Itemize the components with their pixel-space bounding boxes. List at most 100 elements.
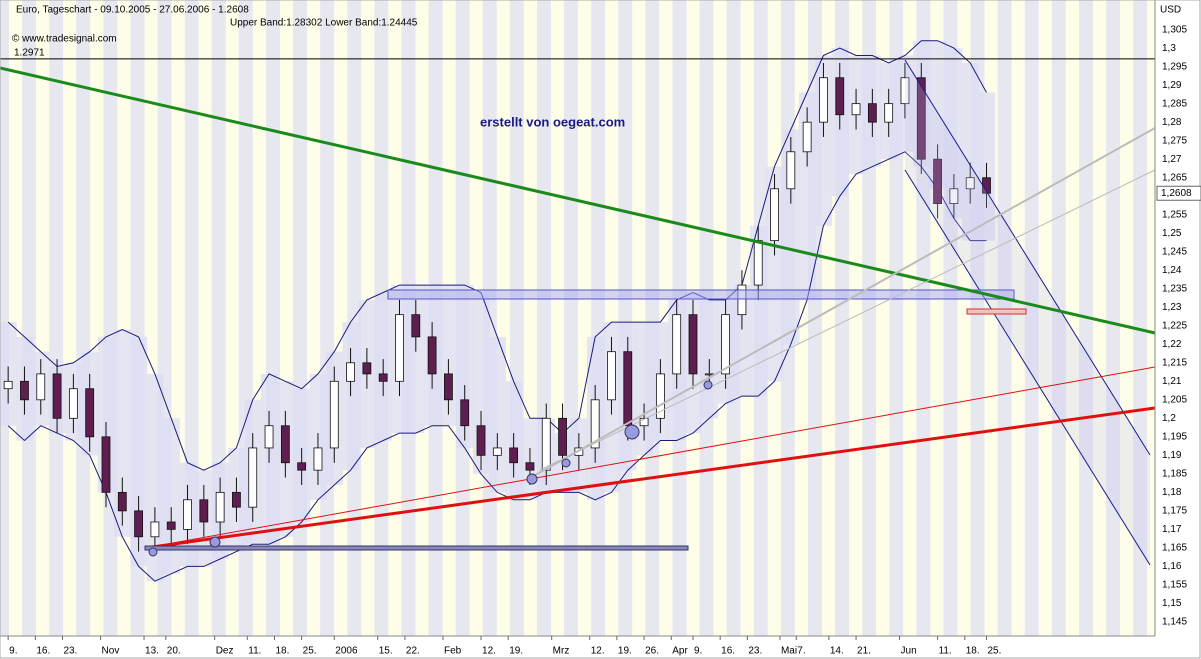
y-tick-label: 1,185 [1162,468,1187,479]
candle-body [427,336,437,375]
y-tick-label: 1,155 [1162,580,1187,591]
y-tick-label: 1,225 [1162,320,1187,331]
stripe [523,0,537,636]
candle-body [313,447,323,471]
stripe [1051,0,1066,636]
candle-body [933,158,942,205]
stripe [347,0,362,636]
band-line [7,40,987,471]
candle-body [607,351,616,401]
y-tick-label: 1,22 [1162,339,1182,350]
candle-body [525,462,535,471]
y-tick-label: 1,235 [1162,283,1187,294]
candle-body [655,373,665,419]
reference-label: 1.2971 [14,48,45,59]
x-tick-label: 18. [275,646,289,657]
candle-body [884,103,894,123]
candle-body [85,388,95,438]
stripe [90,0,104,636]
stripe [1106,0,1121,636]
stripe [76,0,91,636]
stripe [1011,0,1025,636]
stripe [320,0,335,636]
support-bar [144,545,689,551]
band-fill [945,48,963,219]
copyright: © www.tradesignal.com [12,34,117,45]
stripe [280,0,294,636]
stripe [307,0,321,636]
y-tick-label: 1,165 [1162,543,1187,554]
y-tick-label: 1,255 [1162,209,1187,220]
candle-body [280,425,290,464]
y-tick-label: 1,295 [1162,61,1187,72]
y-tick-label: 1,27 [1162,154,1182,165]
candles [3,62,991,552]
channel-line [904,169,1151,566]
band-fill [929,40,947,189]
stripe [22,0,37,636]
x-tick-label: 14. [830,646,844,657]
marker [561,458,571,468]
candle-body [835,77,845,116]
candle-body [672,314,682,375]
marker [526,473,538,485]
stripe [1120,0,1134,636]
candle-body [476,425,486,456]
y-tick-label: 1,15 [1162,598,1182,609]
x-tick-label: 25. [303,646,317,657]
candle-body [378,373,388,382]
y-tick-label: 1,19 [1162,450,1182,461]
band-fill [163,418,180,574]
candle-body [232,491,241,508]
candle-body [362,362,372,375]
candle-body [770,188,779,242]
axis-panel [0,636,1201,659]
x-tick-label: 25. [988,646,1002,657]
stripe [293,0,308,636]
y-tick-label: 1,21 [1162,376,1182,387]
candle-body [541,417,551,471]
candle-body [753,240,763,286]
y-tick-label: 1,275 [1162,135,1187,146]
trend-line [144,406,1156,550]
y-tick-label: 1,25 [1162,228,1182,239]
drawings [0,59,1156,566]
stripe [605,0,619,636]
stripe [591,0,606,636]
candle-body [20,380,29,401]
candle-body [68,388,78,419]
annotation: erstellt von oegeat.com [480,114,625,129]
x-tick-label: Mrz [553,646,570,657]
candle-body [819,77,828,123]
channel-line [904,59,1151,456]
candle-body [949,188,959,205]
x-tick-label: 12. [591,646,605,657]
x-tick-label: 16. [721,646,735,657]
stripe [1093,0,1107,636]
chart-title: Euro, Tageschart - 09.10.2005 - 27.06.20… [16,5,249,16]
axis-panel [1155,0,1201,659]
stripe [496,0,510,636]
stripe [997,0,1012,636]
candle-body [444,373,453,401]
candle-body [117,491,127,512]
band-fill [114,329,131,537]
x-tick-label: 11. [939,646,952,657]
x-tick-label: Mai [781,646,797,657]
x-tick-label: 9. [9,646,17,657]
x-tick-label: 7. [797,646,805,657]
candle-body [460,399,470,427]
y-tick-label: 1,29 [1162,80,1182,91]
labels: 1,145 1,15 1,155 1,16 1,165 1,17 1,175 1,18 1,18… [7,24,1201,657]
candle-body [688,314,698,375]
candle-body [329,380,339,449]
y-tick-label: 1,145 [1162,617,1187,628]
stripe [509,0,524,636]
x-tick-label: 21. [857,646,871,657]
y-tick-label: 1,265 [1162,172,1187,183]
candle-body [395,314,404,382]
target-box [966,308,1027,315]
candle-body [916,77,926,160]
trend-line [529,127,1156,479]
